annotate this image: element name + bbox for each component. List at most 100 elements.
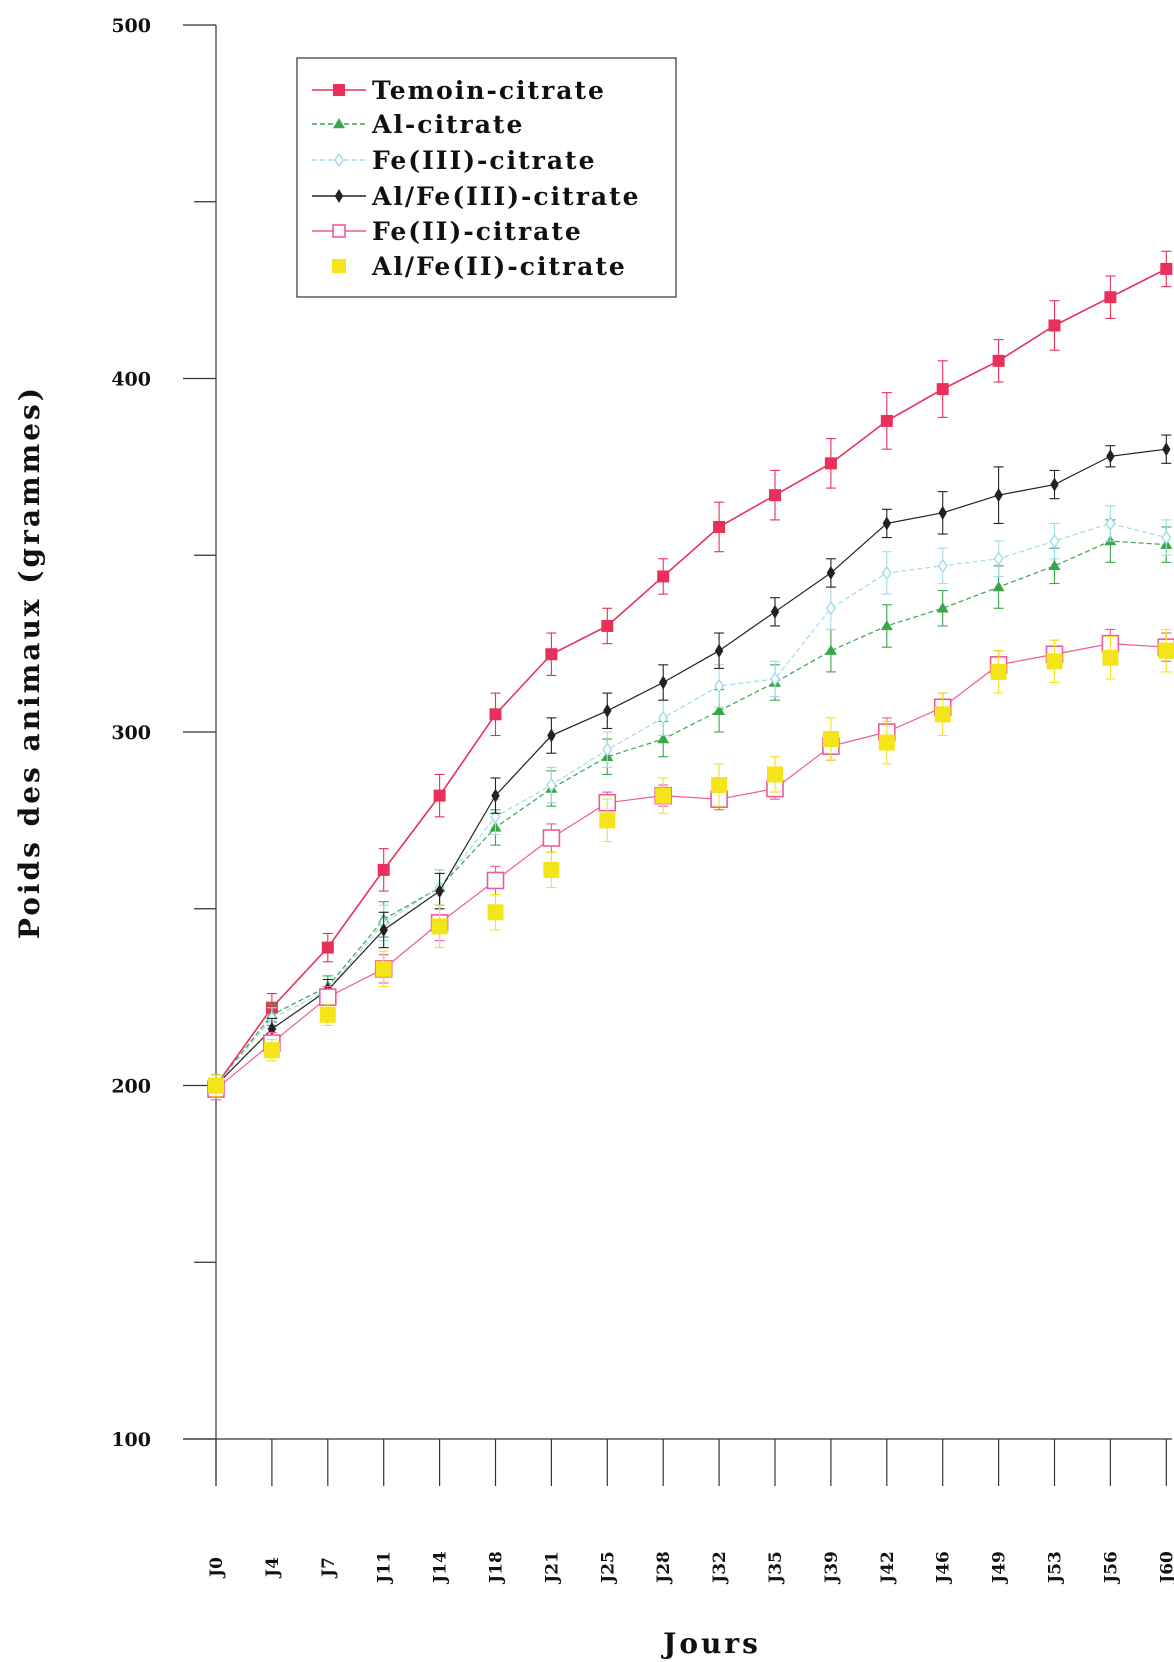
- x-tick-label: J39: [822, 1551, 842, 1585]
- x-tick-label: J42: [878, 1551, 898, 1585]
- data-point: [546, 777, 557, 793]
- data-point: [208, 1077, 224, 1094]
- x-tick-label: J0: [207, 1557, 227, 1579]
- y-axis-title: Poids des animaux (grammes): [13, 385, 46, 939]
- data-point: [657, 570, 670, 583]
- data-point: [659, 675, 668, 690]
- legend-label: Al-citrate: [371, 110, 524, 139]
- x-axis-ticks: J0 J4 J7 J11 J14 J18 J21 J25 J28 J32 J35 J39 J42 J46 J…: [207, 1439, 1174, 1585]
- y-tick-label: 300: [111, 722, 151, 744]
- data-point: [319, 1006, 336, 1023]
- series-fe-ii-citrate: [207, 628, 1174, 1101]
- data-point: [263, 1042, 280, 1059]
- data-point: [1158, 642, 1174, 659]
- data-point: [825, 601, 836, 616]
- legend-entry: Fe(III)-citrate: [312, 146, 597, 175]
- data-point: [934, 706, 951, 723]
- data-point: [936, 602, 949, 613]
- data-point: [602, 742, 613, 757]
- x-tick-label: J14: [431, 1551, 451, 1585]
- data-point: [599, 812, 616, 829]
- data-point: [1162, 442, 1171, 457]
- x-tick-label: J35: [766, 1551, 786, 1585]
- data-point: [994, 488, 1003, 503]
- data-point: [318, 988, 337, 1006]
- data-point: [824, 644, 837, 655]
- data-point: [543, 861, 560, 878]
- x-tick-label: J7: [319, 1557, 339, 1579]
- data-point: [713, 704, 726, 715]
- data-point: [1106, 449, 1115, 464]
- data-point: [435, 884, 444, 899]
- data-point: [714, 643, 724, 658]
- series-fe-iii-citrate: [210, 505, 1172, 1097]
- legend-label: Temoin-citrate: [372, 76, 606, 105]
- data-point: [603, 703, 612, 718]
- x-tick-label: J49: [990, 1551, 1010, 1585]
- series-al-citrate: [210, 519, 1173, 1097]
- data-point: [993, 551, 1004, 567]
- data-point: [379, 922, 388, 937]
- x-tick-label: J46: [934, 1551, 954, 1585]
- data-point: [992, 354, 1005, 367]
- x-tick-label: J28: [654, 1551, 674, 1585]
- data-point: [936, 383, 949, 396]
- data-point: [714, 678, 725, 694]
- legend-label: Fe(III)-citrate: [372, 146, 597, 175]
- series-line: [215, 268, 1167, 1086]
- legend-entry: Al/Fe(III)-citrate: [312, 182, 641, 211]
- data-point: [769, 489, 781, 502]
- data-point: [332, 259, 346, 273]
- data-point: [657, 733, 670, 744]
- data-point: [992, 581, 1005, 592]
- data-point: [375, 960, 392, 977]
- legend-label: Fe(II)-citrate: [372, 217, 583, 246]
- data-point: [1049, 533, 1060, 549]
- data-point: [880, 414, 893, 427]
- data-point: [333, 118, 345, 129]
- data-point: [486, 871, 505, 890]
- data-point: [542, 829, 561, 847]
- data-point: [431, 918, 448, 935]
- data-point: [377, 863, 390, 876]
- data-point: [332, 224, 346, 238]
- series-al-fe-ii-citrate: [208, 628, 1174, 1097]
- y-tick-label: 500: [111, 15, 151, 37]
- data-point: [822, 731, 839, 748]
- data-point: [333, 152, 345, 168]
- data-point: [487, 904, 504, 921]
- legend-entry: Temoin-citrate: [312, 76, 606, 105]
- data-point: [1102, 649, 1119, 666]
- data-point: [1046, 653, 1063, 670]
- series-temoin-citrate: [210, 250, 1173, 1097]
- series-layer: [207, 250, 1174, 1101]
- data-point: [713, 520, 726, 533]
- y-tick-label: 100: [111, 1429, 151, 1451]
- data-point: [433, 789, 446, 802]
- legend-entry: Al-citrate: [312, 110, 524, 139]
- data-point: [491, 788, 500, 803]
- series-line: [215, 522, 1167, 1086]
- data-point: [938, 505, 947, 520]
- data-point: [711, 777, 728, 794]
- data-point: [601, 619, 614, 632]
- data-point: [321, 941, 334, 954]
- data-point: [878, 734, 895, 751]
- x-tick-label: J60: [1157, 1551, 1174, 1585]
- x-tick-label: J21: [542, 1551, 562, 1585]
- data-point: [770, 604, 780, 619]
- y-tick-label: 200: [111, 1076, 151, 1098]
- data-point: [655, 787, 672, 804]
- data-point: [658, 710, 669, 726]
- data-point: [1161, 530, 1172, 545]
- y-axis-ticks: 100 200 300 400 500: [111, 15, 216, 1451]
- data-point: [826, 565, 836, 580]
- data-point: [545, 648, 558, 661]
- data-point: [769, 671, 781, 687]
- data-point: [489, 708, 502, 721]
- legend-label: Al/Fe(III)-citrate: [371, 182, 641, 211]
- x-axis-title: Jours: [660, 1627, 761, 1660]
- series-line: [215, 643, 1167, 1090]
- data-point: [767, 766, 783, 783]
